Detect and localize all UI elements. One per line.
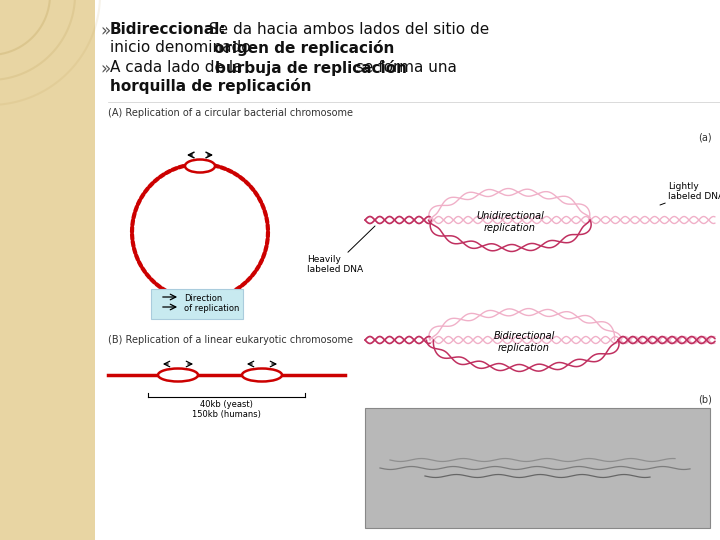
Text: (b): (b) <box>698 395 712 405</box>
Text: (B) Replication of a linear eukaryotic chromosome: (B) Replication of a linear eukaryotic c… <box>108 335 353 345</box>
Text: horquilla de replicación: horquilla de replicación <box>110 78 312 94</box>
Text: Direction: Direction <box>184 294 222 303</box>
Text: Se da hacia ambos lados del sitio de: Se da hacia ambos lados del sitio de <box>204 22 490 37</box>
Text: »: » <box>100 22 110 40</box>
FancyBboxPatch shape <box>151 289 243 319</box>
Text: of replication: of replication <box>184 304 239 313</box>
Text: Lightly
labeled DNA: Lightly labeled DNA <box>660 182 720 205</box>
Text: origen de replicación: origen de replicación <box>214 40 395 56</box>
Text: 40kb (yeast)
150kb (humans): 40kb (yeast) 150kb (humans) <box>192 400 261 420</box>
Text: (a): (a) <box>698 133 712 143</box>
Bar <box>365 408 710 528</box>
Ellipse shape <box>185 159 215 172</box>
Text: Unidirectional
replication: Unidirectional replication <box>476 211 544 233</box>
Ellipse shape <box>242 368 282 381</box>
Text: »: » <box>100 60 110 78</box>
Text: (A) Replication of a circular bacterial chromosome: (A) Replication of a circular bacterial … <box>108 108 353 118</box>
Text: A cada lado de la: A cada lado de la <box>110 60 248 75</box>
Text: burbuja de replicación: burbuja de replicación <box>215 60 407 76</box>
Text: Bidirectional
replication: Bidirectional replication <box>493 331 554 353</box>
Text: se forma una: se forma una <box>351 60 457 75</box>
Text: inicio denominado: inicio denominado <box>110 40 256 55</box>
Text: Bidireccional:: Bidireccional: <box>110 22 227 37</box>
Bar <box>0 0 95 540</box>
Text: Heavily
labeled DNA: Heavily labeled DNA <box>307 226 375 274</box>
Ellipse shape <box>158 368 198 381</box>
